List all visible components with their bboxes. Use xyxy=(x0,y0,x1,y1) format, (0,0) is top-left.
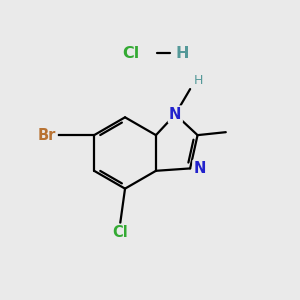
Text: N: N xyxy=(169,107,182,122)
Text: Br: Br xyxy=(38,128,56,142)
Text: H: H xyxy=(194,74,203,87)
Text: Cl: Cl xyxy=(122,46,140,61)
Text: H: H xyxy=(175,46,189,61)
Text: N: N xyxy=(194,161,206,176)
Text: Cl: Cl xyxy=(112,225,128,240)
